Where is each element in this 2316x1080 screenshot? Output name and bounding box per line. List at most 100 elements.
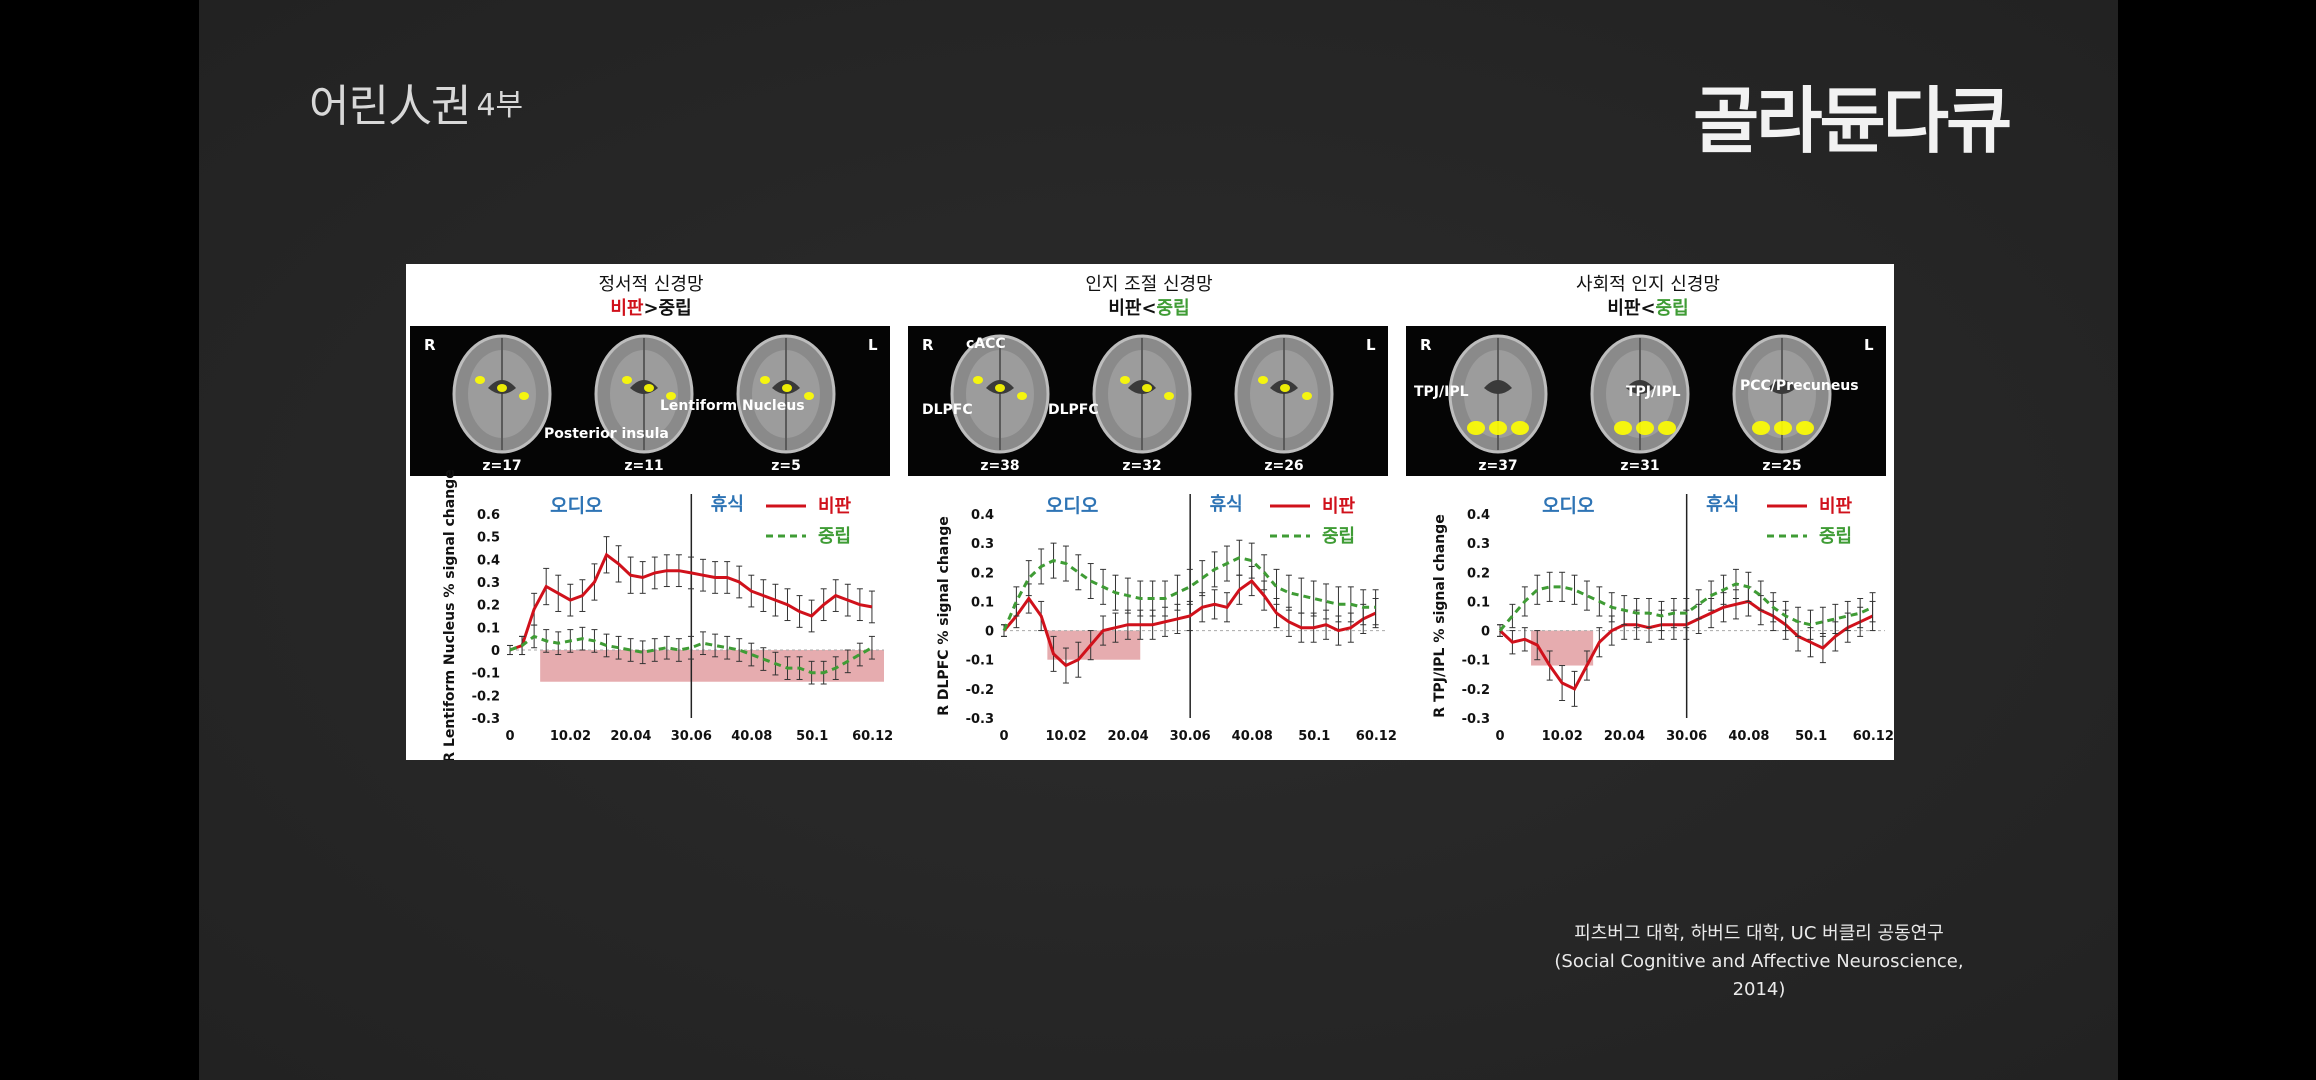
- x-tick-label: 60.12: [1356, 729, 1397, 744]
- phase-label-audio: 오디오: [550, 495, 602, 517]
- side-label-r: R: [922, 336, 934, 354]
- activation-blob: [1636, 421, 1654, 435]
- series-line: [1498, 582, 1874, 632]
- slice-label: z=11: [624, 458, 663, 474]
- y-tick-label: -0.2: [472, 689, 500, 704]
- y-tick-label: -0.1: [1462, 654, 1490, 669]
- network-title: 사회적 인지 신경망: [1576, 274, 1720, 295]
- slice-label: z=17: [482, 458, 521, 474]
- y-tick-label: 0: [1481, 625, 1490, 640]
- series-neutral: [1497, 568, 1876, 640]
- slice-label: z=26: [1264, 458, 1303, 474]
- y-tick-label: -0.2: [1462, 683, 1490, 698]
- activation-blob: [1614, 421, 1632, 435]
- y-tick-label: 0.4: [477, 553, 500, 568]
- y-tick-label: -0.3: [472, 712, 500, 727]
- legend-label: 중립: [1819, 526, 1852, 547]
- activation-blob: [1489, 421, 1507, 435]
- x-tick-label: 30.06: [1666, 729, 1707, 744]
- brain-panel: R Lz=37 z=31 z=25 TPJ/IPL TPJ/IPL PCC/Precuneu…: [1406, 326, 1886, 476]
- legend-label: 중립: [818, 526, 851, 547]
- slice-label: z=5: [771, 458, 801, 474]
- activation-blob: [519, 392, 529, 400]
- phase-label-rest: 휴식: [711, 494, 744, 515]
- slice-label: z=31: [1620, 458, 1659, 474]
- brain-ventricle: [1626, 380, 1654, 394]
- slice-label: z=32: [1122, 458, 1161, 474]
- x-tick-label: 20.04: [1108, 729, 1149, 744]
- activation-blob: [1302, 392, 1312, 400]
- x-tick-label: 50.1: [1795, 729, 1827, 744]
- series-neutral: [1001, 539, 1379, 637]
- activation-blob: [1752, 421, 1770, 435]
- region-annotation: PCC/Precuneus: [1740, 378, 1859, 394]
- x-tick-label: 0: [505, 729, 514, 744]
- legend-label: 비판: [1819, 496, 1853, 517]
- network-title: 정서적 신경망: [598, 274, 703, 295]
- y-axis-label: R TPJ/IPL % signal change: [1432, 514, 1448, 717]
- x-tick-label: 20.04: [1604, 729, 1645, 744]
- series-line: [509, 552, 873, 652]
- x-tick-label: 30.06: [671, 729, 712, 744]
- slice-label: z=25: [1762, 458, 1801, 474]
- series-neutral: [507, 624, 875, 685]
- activation-blob: [1774, 421, 1792, 435]
- y-tick-label: -0.3: [966, 712, 994, 727]
- phase-label-rest: 휴식: [1706, 494, 1739, 515]
- channel-logo: 골라듄다큐: [1693, 79, 2012, 163]
- network-title: 인지 조절 신경망: [1085, 274, 1212, 295]
- x-tick-label: 30.06: [1170, 729, 1211, 744]
- y-tick-label: 0: [985, 625, 994, 640]
- activation-blob: [497, 384, 507, 392]
- brain-panel: R Lz=17 z=11 z=5 Posterior insula Lentiform N…: [410, 326, 890, 476]
- x-tick-label: 10.02: [1045, 729, 1086, 744]
- y-tick-label: 0: [491, 644, 500, 659]
- show-title: 어린人권: [309, 81, 471, 132]
- legend-label: 중립: [1322, 526, 1355, 547]
- y-tick-label: 0.3: [971, 537, 994, 552]
- activation-blob: [1511, 421, 1529, 435]
- y-tick-label: 0.5: [477, 531, 500, 546]
- slice-label: z=37: [1478, 458, 1517, 474]
- activation-blob: [475, 376, 485, 384]
- activation-blob: [995, 384, 1005, 392]
- brain-ventricle: [1768, 380, 1796, 394]
- activation-blob: [804, 392, 814, 400]
- x-tick-label: 10.02: [550, 729, 591, 744]
- activation-blob: [1142, 384, 1152, 392]
- x-tick-label: 40.08: [1728, 729, 1769, 744]
- activation-blob: [1164, 392, 1174, 400]
- x-tick-label: 60.12: [1853, 729, 1894, 744]
- y-tick-label: 0.1: [971, 595, 994, 610]
- activation-blob: [1658, 421, 1676, 435]
- source-caption: 피츠버그 대학, 하버드 대학, UC 버클리 공동연구 (Social Cog…: [1539, 920, 1979, 1004]
- side-label-l: L: [868, 336, 878, 354]
- brain-ventricle: [1484, 380, 1512, 394]
- legend-label: 비판: [818, 496, 852, 517]
- slice-label: z=38: [980, 458, 1019, 474]
- line-plot: 0.4 0.3 0.2 0.1 0 -0.1 -0.2 -0.3 0 10.02 20.04 30.0…: [936, 494, 1397, 744]
- series-criticism: [507, 536, 875, 656]
- contrast-label: 비판<중립: [1607, 298, 1688, 319]
- y-tick-label: 0.2: [971, 566, 994, 581]
- series-line: [1002, 578, 1377, 668]
- y-tick-label: -0.2: [966, 683, 994, 698]
- show-part: 4부: [476, 88, 524, 123]
- region-annotation: DLPFC: [922, 402, 973, 418]
- brain-panel: R Lz=38 z=32 z=26 cACC DLPFC DLPFC: [908, 326, 1388, 476]
- region-annotation: TPJ/IPL: [1626, 384, 1681, 400]
- activation-blob: [760, 376, 770, 384]
- phase-label-audio: 오디오: [1046, 495, 1098, 517]
- y-tick-label: -0.3: [1462, 712, 1490, 727]
- x-tick-label: 50.1: [796, 729, 828, 744]
- phase-label-audio: 오디오: [1542, 495, 1594, 517]
- x-tick-label: 60.12: [852, 729, 893, 744]
- region-annotation: DLPFC: [1048, 402, 1099, 418]
- x-tick-label: 0: [1495, 729, 1504, 744]
- region-annotation: cACC: [966, 336, 1006, 352]
